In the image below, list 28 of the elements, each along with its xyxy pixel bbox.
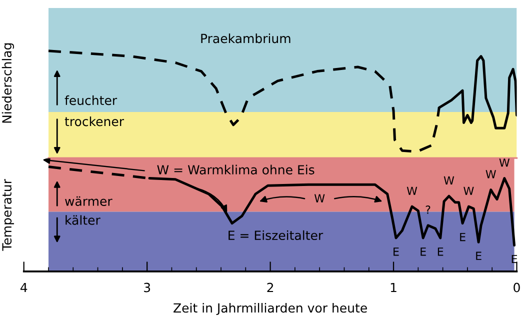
annotation: W (464, 186, 474, 195)
annotation: W (406, 186, 418, 195)
annotation: W (444, 176, 454, 184)
text: Praekambrium (201, 34, 290, 44)
band-label: trockener (64, 116, 124, 126)
annotation: W (314, 194, 325, 202)
x-tick-label: 1 (390, 282, 396, 292)
annotation: W = Warmklima ohne Eis (157, 164, 314, 174)
annotation: ? (426, 206, 430, 214)
x-axis-title: Zeit in Jahrmilliarden vor heute (174, 302, 367, 315)
annotation: E (438, 248, 444, 256)
annotation: E (512, 254, 518, 264)
annotation: E (476, 252, 482, 260)
annotation: E (420, 248, 426, 256)
x-tick-label: 4 (20, 282, 28, 292)
x-tick-label: 2 (267, 282, 274, 292)
x-tick-label: 3 (144, 282, 150, 292)
y-axis-title: Niederschlag (2, 43, 14, 123)
annotation: E = Eiszeitalter (228, 230, 324, 240)
annotation: W (486, 170, 496, 178)
band-label: wärmer (65, 196, 112, 206)
band-label: feuchter (64, 95, 118, 106)
annotation: W (499, 158, 510, 167)
annotation: E (460, 232, 466, 242)
y-axis-title: Temperatur (2, 179, 14, 251)
annotation: E (394, 248, 399, 256)
x-tick-label: 0 (514, 282, 520, 292)
band-label: kälter (66, 215, 100, 225)
